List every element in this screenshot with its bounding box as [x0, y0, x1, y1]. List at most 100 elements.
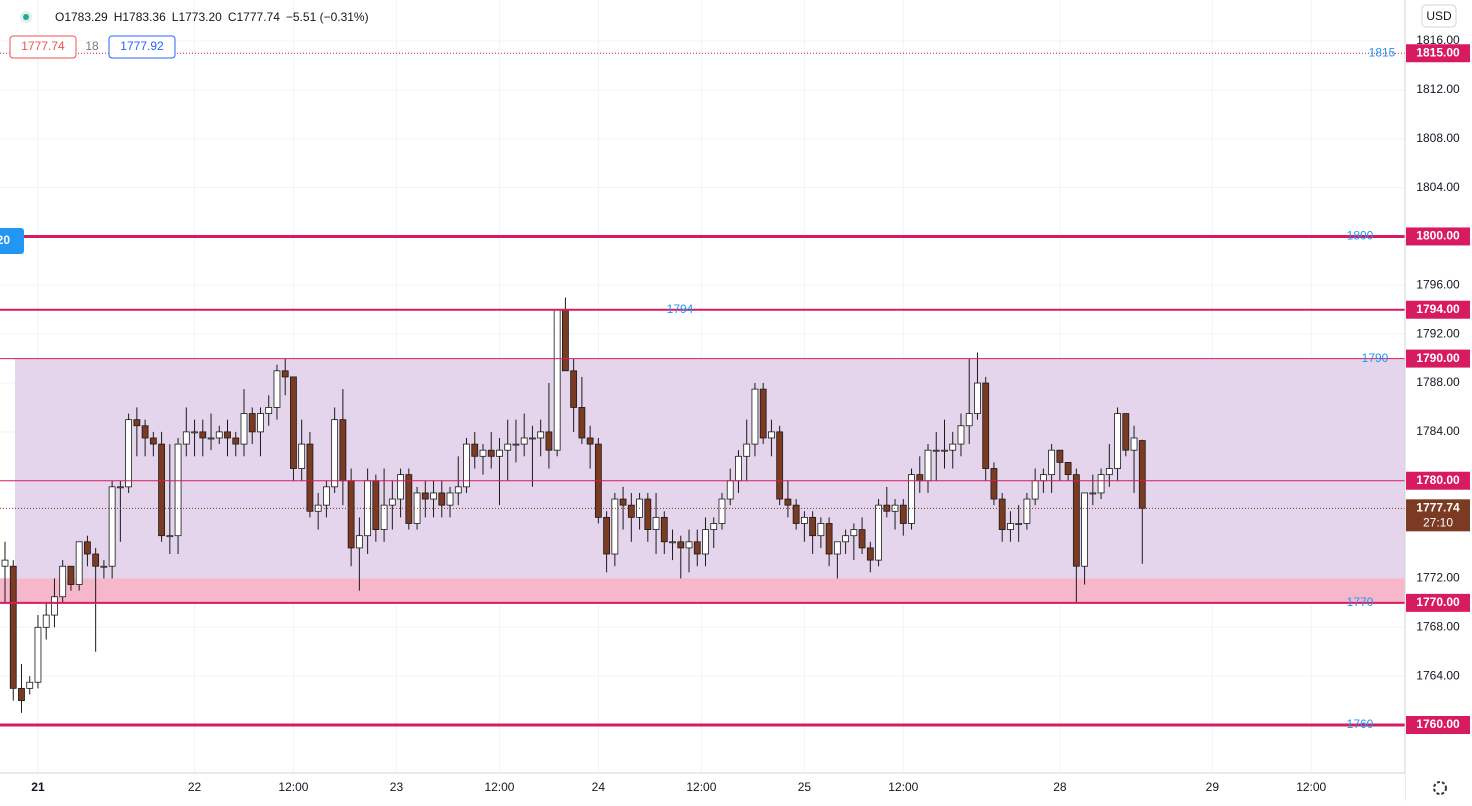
candle-body: [100, 565, 108, 568]
level-tag-label: 1815.00: [1416, 45, 1460, 59]
y-tick-label: 1768.00: [1416, 619, 1460, 633]
candle-body: [248, 413, 256, 433]
candle-body: [850, 529, 858, 537]
candle-body: [1138, 440, 1146, 509]
candle-body: [759, 388, 767, 439]
candle-body: [982, 382, 990, 469]
x-tick-label: 22: [188, 780, 202, 794]
status-dot: [23, 14, 29, 20]
left-tag-box: [0, 228, 24, 254]
ask-box[interactable]: [108, 35, 176, 59]
candle-body: [273, 370, 281, 408]
candle-body: [562, 309, 569, 372]
candle-body: [866, 547, 874, 561]
x-tick-label: 28: [1053, 780, 1067, 794]
candle-body: [281, 370, 289, 378]
y-tick-label: 1772.00: [1416, 571, 1460, 585]
candle-body: [141, 425, 149, 439]
candle-body: [751, 388, 759, 445]
candle-body: [586, 437, 594, 445]
level-tag: [1406, 44, 1470, 63]
candle-body: [430, 492, 437, 500]
candle-body: [726, 480, 734, 500]
candle-body: [471, 443, 479, 457]
candle-body: [537, 431, 545, 439]
candle-body: [965, 413, 973, 427]
candle-body: [84, 541, 91, 555]
candle-body: [1007, 523, 1014, 530]
candle-body: [916, 474, 924, 482]
level-text: 1770: [1347, 595, 1374, 609]
level-tag-label: 1794.00: [1416, 302, 1460, 316]
y-tick-label: 1784.00: [1416, 424, 1460, 438]
last-price-label: 1777.74: [1416, 501, 1460, 515]
candle-body: [529, 437, 536, 440]
candle-body: [644, 498, 652, 530]
level-tag-label: 1760.00: [1416, 717, 1460, 731]
candle-body: [941, 449, 948, 452]
candle-body: [133, 419, 141, 427]
candle-body: [833, 541, 841, 555]
candle-body: [553, 309, 561, 451]
candle-body: [1031, 480, 1039, 500]
candle-body: [693, 541, 701, 555]
level-text: 1790: [1362, 351, 1389, 365]
candle-body: [545, 431, 553, 451]
candle-body: [932, 449, 940, 452]
settings-icon[interactable]: [1433, 781, 1447, 795]
y-tick-label: 1808.00: [1416, 131, 1460, 145]
candle-body: [512, 443, 520, 446]
time-axis-bg: [0, 773, 1405, 801]
level-tag: [1406, 349, 1470, 368]
currency-box[interactable]: [1421, 4, 1457, 28]
candle-body: [92, 553, 100, 567]
candle-body: [125, 419, 133, 488]
candle-body: [75, 541, 83, 585]
y-tick-label: 1804.00: [1416, 180, 1460, 194]
candle-body: [199, 431, 207, 439]
level-tag-label: 1770.00: [1416, 595, 1460, 609]
last-price-tag: [1406, 499, 1470, 532]
candle-body: [306, 443, 314, 512]
y-tick-label: 1816.00: [1416, 33, 1460, 47]
candle-body: [957, 425, 965, 445]
candle-body: [990, 468, 998, 500]
ohlc-readout: C1777.74: [228, 10, 280, 24]
candle-body: [677, 541, 685, 549]
candle-body: [9, 565, 17, 689]
candle-body: [520, 437, 528, 445]
candle-body: [42, 614, 50, 628]
candle-body: [710, 523, 718, 530]
candle-body: [397, 474, 404, 500]
candle-body: [372, 480, 380, 530]
candle-body: [496, 449, 503, 457]
candle-body: [18, 687, 25, 701]
level-text: 1794: [667, 302, 694, 316]
candle-body: [265, 407, 273, 414]
candle-body: [1048, 449, 1056, 476]
candle-body: [331, 419, 339, 488]
candle-body: [421, 492, 429, 500]
x-tick-label: 29: [1206, 780, 1220, 794]
candle-body: [570, 370, 578, 408]
candle-body: [776, 431, 784, 500]
candle-body: [1015, 523, 1023, 525]
candle-body: [1097, 474, 1105, 494]
y-tick-label: 1792.00: [1416, 326, 1460, 340]
candle-body: [174, 443, 182, 537]
candle-body: [1130, 437, 1138, 451]
bid-box[interactable]: [9, 35, 77, 59]
candle-body: [768, 431, 775, 439]
candle-body: [224, 431, 231, 439]
band: [0, 578, 1405, 603]
x-tick-label: 12:00: [484, 780, 514, 794]
candle-body: [240, 413, 248, 445]
level-tag: [1406, 300, 1470, 319]
x-tick-label: 12:00: [1296, 780, 1326, 794]
level-tag-label: 1800.00: [1416, 229, 1460, 243]
candle-body: [735, 455, 742, 482]
level-text: 1800: [1347, 229, 1374, 243]
